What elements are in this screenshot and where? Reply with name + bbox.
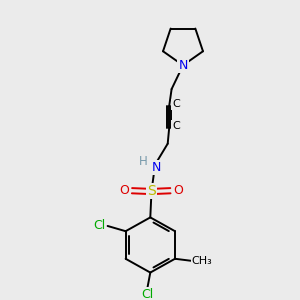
Text: C: C — [172, 100, 180, 110]
Text: N: N — [178, 59, 188, 72]
Text: S: S — [147, 184, 156, 198]
Text: N: N — [152, 161, 161, 174]
Text: CH₃: CH₃ — [192, 256, 212, 266]
Text: Cl: Cl — [93, 220, 105, 232]
Text: H: H — [139, 154, 148, 168]
Text: C: C — [172, 121, 180, 131]
Text: Cl: Cl — [141, 288, 153, 300]
Text: O: O — [119, 184, 129, 197]
Text: O: O — [174, 184, 183, 197]
